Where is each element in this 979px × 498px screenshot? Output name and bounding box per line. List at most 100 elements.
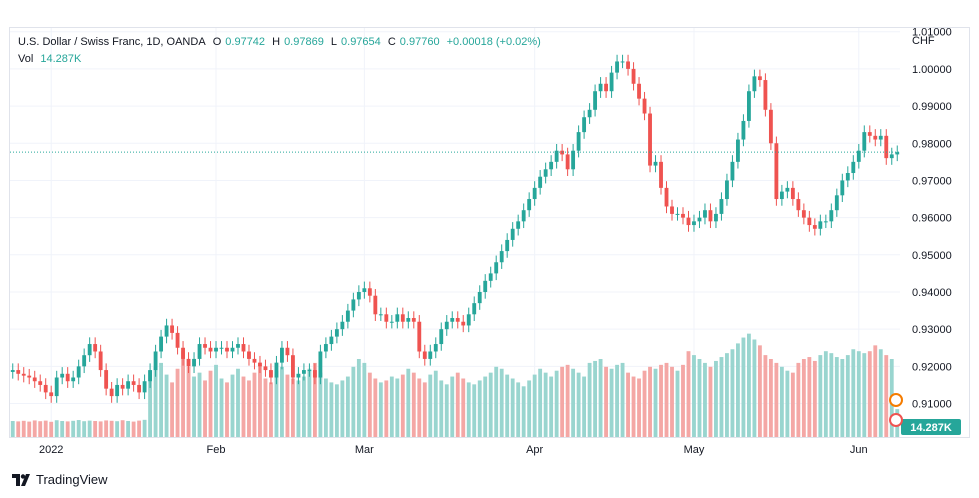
volume-bar <box>367 372 372 437</box>
candle-body <box>604 83 609 92</box>
candle-body <box>626 61 630 69</box>
volume-bar <box>823 351 828 437</box>
candle-body <box>642 98 647 114</box>
candle-body <box>115 384 120 397</box>
volume-bar <box>274 370 279 437</box>
candle-body <box>631 68 636 84</box>
candle-body <box>714 213 718 222</box>
candle-body <box>774 143 779 200</box>
volume-bar <box>604 366 609 437</box>
candle-body <box>675 213 680 215</box>
volume-bar <box>664 362 669 437</box>
volume-bar <box>785 370 790 437</box>
volume-bar <box>159 362 164 437</box>
volume-bar <box>714 360 718 437</box>
candle-body <box>549 161 554 170</box>
y-tick-label: 0.98000 <box>912 138 952 150</box>
volume-bar <box>98 421 103 437</box>
candle-body <box>356 291 361 300</box>
volume-bar <box>527 380 532 437</box>
volume-bar <box>21 420 26 437</box>
volume-bar <box>653 368 658 437</box>
volume-bar <box>631 376 636 437</box>
volume-bar <box>477 380 482 437</box>
change-value: +0.00018 (+0.02%) <box>446 36 541 48</box>
candle-body <box>252 358 257 363</box>
volume-bar <box>812 360 817 437</box>
volume-bar <box>856 351 861 437</box>
volume-bar <box>736 343 740 437</box>
candle-body <box>725 180 729 200</box>
volume-bar <box>258 364 262 437</box>
candle-body <box>829 210 834 222</box>
candle-body <box>433 344 438 352</box>
candle-body <box>708 210 713 222</box>
volume-bar <box>54 420 59 437</box>
volume-bar <box>120 420 125 437</box>
candle-body <box>406 318 411 322</box>
y-tick-label: 0.92000 <box>912 361 952 373</box>
candle-body <box>417 321 422 352</box>
volume-bar <box>692 355 696 437</box>
candle-body <box>576 132 581 151</box>
volume-bar <box>642 370 647 437</box>
volume-bar <box>263 378 268 437</box>
volume-bar <box>483 376 488 437</box>
volume-bar <box>681 364 685 437</box>
ohlc-legend: U.S. Dollar / Swiss Franc, 1D, OANDA O 0.… <box>18 36 545 48</box>
volume-bar <box>318 372 323 437</box>
volume-bar <box>87 420 92 437</box>
volume-bar <box>82 421 87 437</box>
volume-bar <box>241 376 246 437</box>
x-tick-label: 2022 <box>39 444 63 456</box>
volume-bar <box>395 378 400 437</box>
candle-body <box>532 187 537 200</box>
candle-body <box>477 291 482 304</box>
candle-body <box>812 225 817 229</box>
volume-bar <box>796 362 801 437</box>
candle-body <box>659 161 663 188</box>
volume-bar <box>65 421 70 437</box>
volume-bar <box>851 349 856 437</box>
candle-body <box>373 295 378 315</box>
volume-bar <box>285 374 290 437</box>
tradingview-brand[interactable]: TradingView <box>12 472 108 487</box>
y-tick-label: 1.00000 <box>912 64 952 76</box>
volume-bar <box>362 362 367 437</box>
volume-bar <box>538 368 543 437</box>
volume-bar <box>878 349 883 437</box>
volume-bar <box>582 376 587 437</box>
open-label: O <box>212 36 222 48</box>
volume-bar <box>214 364 218 437</box>
candle-body <box>873 135 878 140</box>
volume-bar <box>834 357 839 437</box>
volume-bar <box>510 378 515 437</box>
candle-body <box>82 355 87 367</box>
volume-bar <box>422 382 427 437</box>
candle-body <box>730 161 735 181</box>
candle-body <box>269 370 273 378</box>
candle-body <box>362 288 367 292</box>
candle-body <box>93 344 98 352</box>
candle-body <box>565 154 570 170</box>
candle-body <box>845 173 850 181</box>
high-label: H <box>272 36 281 48</box>
candle-body <box>120 384 125 389</box>
candle-body <box>334 329 339 337</box>
candle-body <box>384 314 389 322</box>
volume-bar <box>516 382 521 437</box>
volume-bar <box>142 419 147 437</box>
candle-body <box>818 221 823 229</box>
high-value: 0.97869 <box>284 36 324 48</box>
candle-body <box>801 210 806 218</box>
volume-bar <box>175 368 180 437</box>
candle-body <box>230 347 235 352</box>
candle-body <box>664 187 669 207</box>
candle-body <box>263 366 268 371</box>
candle-body <box>455 318 460 322</box>
candle-body <box>439 329 444 345</box>
candle-body <box>686 217 691 226</box>
candle-body <box>208 347 213 352</box>
